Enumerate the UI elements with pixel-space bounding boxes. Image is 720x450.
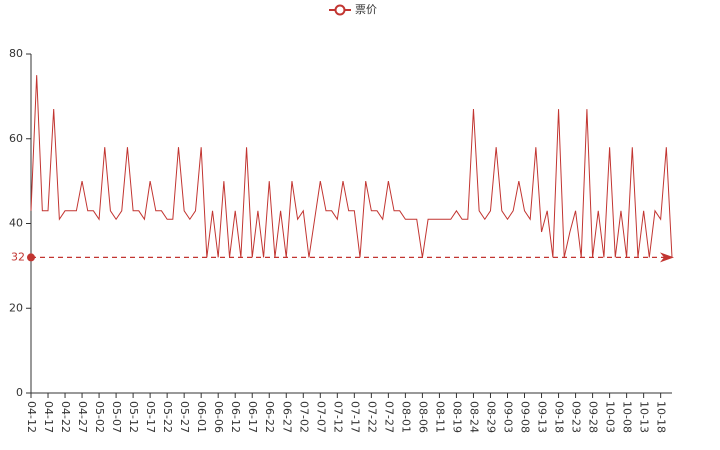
mark-line-label: 32 <box>11 250 25 263</box>
x-tick-label: 07-12 <box>331 401 344 433</box>
x-tick-label: 09-03 <box>501 401 514 433</box>
x-tick-label: 04-27 <box>76 401 89 433</box>
x-tick-label: 04-22 <box>59 401 72 433</box>
x-tick-label: 06-06 <box>212 401 225 433</box>
x-tick-label: 05-27 <box>178 401 191 433</box>
x-tick-label: 10-08 <box>621 401 634 433</box>
x-tick-label: 05-07 <box>110 401 123 433</box>
x-tick-label: 07-17 <box>348 401 361 433</box>
x-tick-label: 04-17 <box>42 401 55 433</box>
x-tick-label: 08-29 <box>484 401 497 433</box>
x-tick-label: 05-17 <box>144 401 157 433</box>
series-line <box>30 75 673 258</box>
x-tick-label: 05-02 <box>93 401 106 433</box>
x-tick-label: 06-27 <box>280 401 293 433</box>
x-tick-label: 07-22 <box>365 401 378 433</box>
mark-line-arrow <box>660 252 674 263</box>
x-tick-label: 10-03 <box>604 401 617 433</box>
y-tick-label: 80 <box>9 47 23 60</box>
legend-symbol <box>334 4 346 16</box>
x-tick-label: 06-22 <box>263 401 276 433</box>
mark-line-start <box>27 253 35 262</box>
x-tick-label: 09-28 <box>587 401 600 433</box>
x-tick-label: 07-07 <box>314 401 327 433</box>
x-tick-label: 08-24 <box>467 401 480 433</box>
x-tick-label: 08-19 <box>450 401 463 433</box>
x-tick-label: 06-01 <box>195 401 208 433</box>
x-tick-label: 08-01 <box>399 401 412 433</box>
x-tick-label: 08-06 <box>416 401 429 433</box>
x-tick-label: 07-27 <box>382 401 395 433</box>
x-tick-label: 06-17 <box>246 401 259 433</box>
x-tick-label: 10-18 <box>655 401 668 433</box>
x-tick-label: 08-11 <box>433 401 446 433</box>
x-tick-label: 09-23 <box>570 401 583 433</box>
legend[interactable]: 票价 <box>329 3 377 16</box>
x-tick-label: 10-13 <box>638 401 651 433</box>
x-tick-label: 06-12 <box>229 401 242 433</box>
x-tick-label: 09-13 <box>536 401 549 433</box>
x-tick-label: 05-22 <box>161 401 174 433</box>
x-tick-label: 05-12 <box>127 401 140 433</box>
x-tick-label: 07-02 <box>297 401 310 433</box>
x-tick-label: 04-12 <box>25 401 38 433</box>
y-tick-label: 20 <box>9 301 23 314</box>
x-tick-label: 09-08 <box>519 401 532 433</box>
legend-label: 票价 <box>355 3 377 16</box>
x-tick-label: 09-18 <box>553 401 566 433</box>
y-tick-label: 0 <box>16 386 23 399</box>
y-tick-label: 60 <box>9 132 23 145</box>
y-tick-label: 40 <box>9 217 23 230</box>
